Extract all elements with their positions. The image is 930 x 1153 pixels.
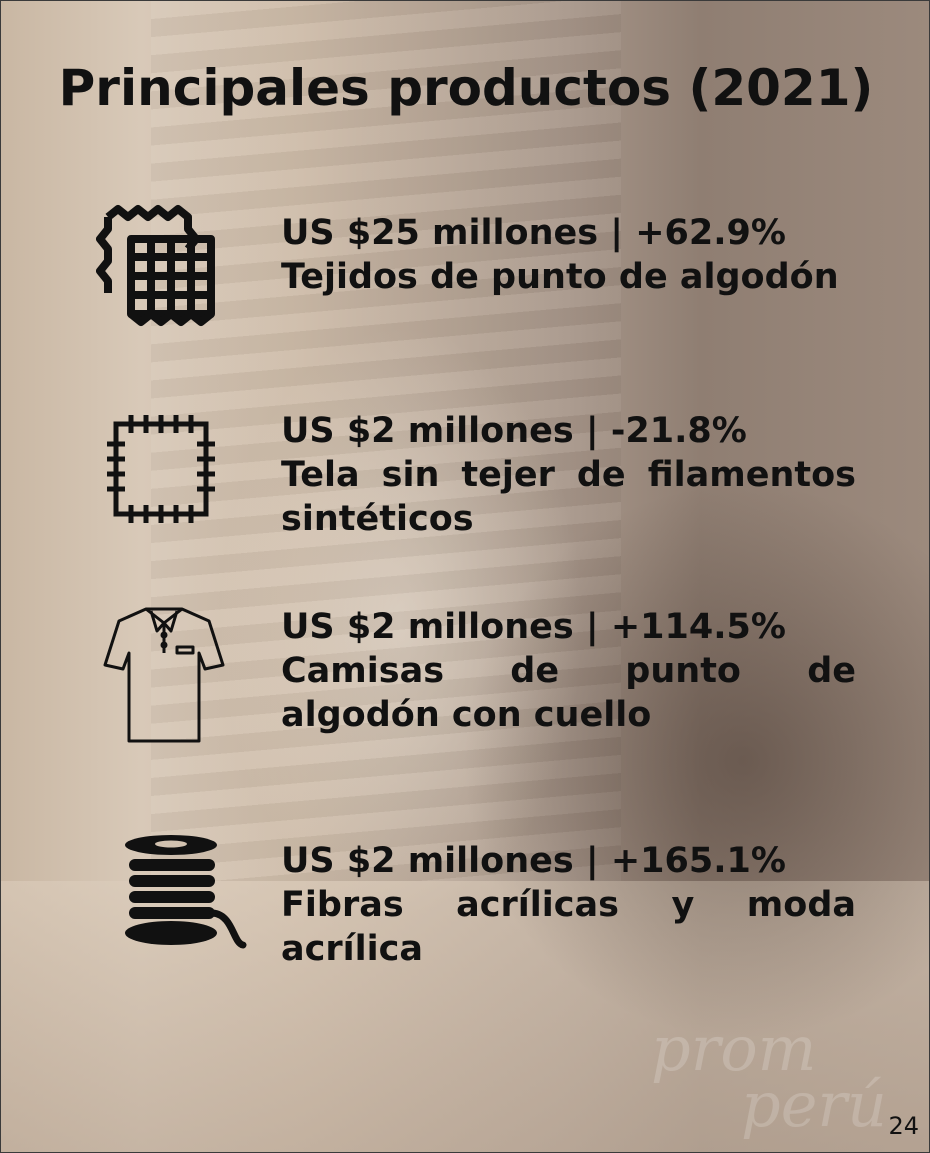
product-label: Tela sin tejer de filamentos sintéticos xyxy=(281,453,856,541)
product-label: Fibras acrílicas y moda acrílica xyxy=(281,883,856,971)
product-label: Tejidos de punto de algodón xyxy=(281,255,856,299)
title: Principales productos (2021) xyxy=(1,59,930,117)
headline: US $25 millones | +62.9% xyxy=(281,211,856,255)
polo-shirt-icon xyxy=(101,603,227,745)
slide: Principales productos (2021) US $25 mill… xyxy=(0,0,930,1153)
product-item: US $2 millones | +114.5% Camisas de punt… xyxy=(281,605,856,737)
nonwoven-icon xyxy=(101,409,221,529)
product-item: US $2 millones | +165.1% Fibras acrílica… xyxy=(281,839,856,971)
watermark-line: perú xyxy=(651,1077,887,1133)
spool-icon xyxy=(121,833,249,953)
watermark: prom perú xyxy=(651,1021,887,1133)
fabric-icon xyxy=(96,199,231,329)
product-label: Camisas de punto de algodón con cuello xyxy=(281,649,856,737)
headline: US $2 millones | +114.5% xyxy=(281,605,856,649)
headline: US $2 millones | -21.8% xyxy=(281,409,856,453)
product-item: US $2 millones | -21.8% Tela sin tejer d… xyxy=(281,409,856,541)
product-item: US $25 millones | +62.9% Tejidos de punt… xyxy=(281,211,856,299)
page-number: 24 xyxy=(888,1112,919,1140)
headline: US $2 millones | +165.1% xyxy=(281,839,856,883)
